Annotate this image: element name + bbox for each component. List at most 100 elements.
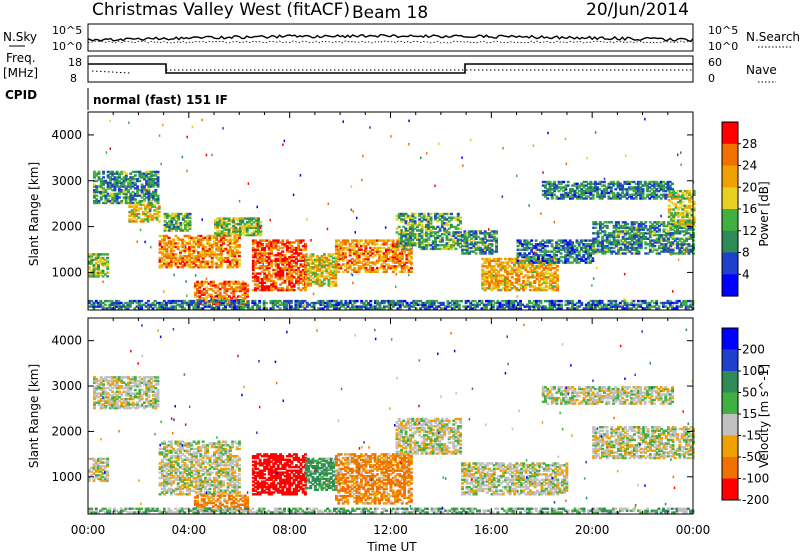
power-cell [222, 260, 225, 263]
power-cell [99, 273, 103, 276]
power-cell [111, 183, 115, 186]
power-cell [488, 239, 492, 242]
nave-tick-top: 60 [708, 56, 722, 69]
power-cell [382, 257, 386, 261]
power-cell [497, 274, 500, 277]
power-cell [371, 239, 375, 242]
power-cell [555, 241, 558, 244]
power-cell [672, 208, 676, 211]
power-cell [626, 237, 630, 240]
power-cell [378, 246, 381, 250]
power-cell [459, 227, 462, 230]
power-cell [218, 295, 222, 298]
power-cell [485, 270, 489, 273]
power-cell [355, 239, 359, 242]
power-cell [431, 240, 435, 243]
power-cell [322, 255, 326, 258]
power-cell [304, 284, 308, 287]
power-cell [652, 191, 656, 195]
power-cell [402, 218, 406, 221]
power-cell [94, 262, 98, 265]
power-cell [186, 222, 190, 225]
power-cell [571, 195, 575, 198]
power-cell [124, 305, 128, 308]
power-cell [120, 172, 124, 175]
power-cell [499, 279, 503, 283]
power-cell [607, 191, 611, 195]
power-cell [632, 188, 636, 191]
power-cell [557, 239, 561, 242]
power-cell [474, 252, 478, 255]
power-cell [494, 279, 498, 283]
power-cell [494, 287, 498, 290]
power-cell [206, 234, 210, 238]
power-cell [260, 252, 264, 255]
power-cell [592, 244, 596, 248]
power-cell [650, 191, 654, 195]
power-cell [571, 252, 574, 255]
power-cell [254, 254, 257, 257]
power-cell [174, 256, 178, 260]
power-cell [160, 245, 164, 249]
power-cell [332, 277, 335, 280]
power-cell [630, 244, 634, 248]
power-cell [181, 256, 185, 260]
power-cell [678, 243, 682, 246]
power-cell [132, 220, 136, 223]
power-cell [108, 179, 112, 183]
power-cell [192, 256, 196, 260]
power-cell [227, 217, 231, 220]
power-cell [549, 266, 553, 270]
power-cell [256, 279, 260, 283]
power-cell [227, 282, 231, 285]
power-cell [270, 248, 273, 251]
power-cell [276, 305, 280, 308]
power-cell [492, 270, 496, 273]
power-cell [93, 174, 96, 177]
power-cell [281, 243, 285, 246]
power-cell [479, 241, 483, 244]
power-cell [566, 254, 570, 257]
power-cell [584, 197, 588, 200]
power-cell [488, 252, 492, 255]
power-cell [683, 213, 687, 217]
power-cell [425, 244, 428, 247]
power-cell [328, 301, 332, 305]
power-cell [339, 244, 343, 248]
power-cell [688, 200, 692, 204]
power-cell [279, 283, 282, 286]
power-cell [508, 285, 512, 288]
power-cell [467, 230, 471, 233]
power-cell [582, 193, 586, 196]
power-cell [575, 241, 579, 244]
power-cell [169, 240, 173, 243]
power-cell [227, 233, 231, 237]
power-cell [258, 305, 262, 308]
power-cell [673, 224, 677, 228]
power-cell [450, 212, 453, 216]
power-cell [204, 262, 207, 265]
power-cell [332, 275, 335, 278]
power-cell [678, 230, 682, 233]
power-cell [364, 268, 368, 272]
power-cell [454, 240, 458, 243]
power-cell [228, 238, 232, 241]
power-cell [97, 269, 100, 273]
power-cell [688, 189, 692, 193]
power-cell [380, 243, 384, 246]
power-cell [188, 236, 191, 240]
power-cell [586, 250, 590, 253]
power-cell [608, 250, 611, 253]
power-cell [662, 224, 666, 228]
power-cell [162, 305, 166, 308]
power-cell [454, 231, 458, 234]
power-cell [666, 186, 670, 189]
power-cell [210, 251, 214, 254]
power-cell [533, 281, 537, 284]
power-cell [322, 253, 326, 256]
power-cell [299, 277, 303, 281]
power-cell [467, 233, 471, 237]
power-cell [311, 271, 315, 274]
power-cell [601, 244, 605, 248]
power-cell [178, 303, 182, 306]
